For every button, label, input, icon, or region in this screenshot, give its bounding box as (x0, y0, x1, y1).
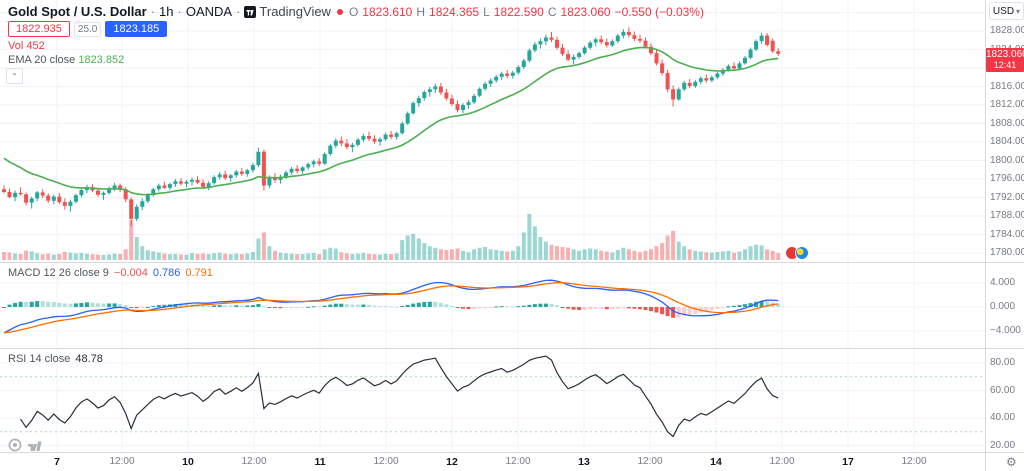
rsi-axis-label: 60.00 (990, 384, 1016, 396)
time-axis-hour-label: 12:00 (769, 456, 795, 467)
price-axis-label: 1816.000 (990, 80, 1024, 92)
interval-label[interactable]: 1h (159, 4, 174, 19)
time-axis-hour-label: 12:00 (505, 456, 531, 467)
main-chart-pane[interactable] (0, 0, 985, 262)
rsi-axis-label: 40.00 (990, 412, 1016, 423)
time-axis-hour-label: 12:00 (637, 456, 663, 467)
time-axis-day-label: 17 (842, 456, 854, 468)
time-axis-hour-label: 12:00 (901, 456, 927, 467)
tradingview-logo-icon (244, 5, 257, 18)
time-axis-hour-label: 12:00 (241, 456, 267, 467)
macd-hist-value: −0.004 (113, 267, 148, 279)
pane-separator[interactable] (0, 348, 1024, 349)
macd-signal-value: 0.791 (185, 267, 213, 279)
macd-pane[interactable] (0, 263, 985, 347)
time-axis-separator (0, 452, 1024, 453)
ohlc-values: O 1823.610 H 1824.365 L 1822.590 C 1823.060 … (349, 5, 704, 19)
time-axis-hour-label: 12:00 (109, 456, 135, 467)
open-label: O (348, 4, 359, 19)
rsi-axis-label: 80.00 (990, 357, 1016, 368)
macd-line-value: 0.786 (152, 267, 181, 279)
exchange-label: OANDA (185, 4, 233, 19)
change-value: −0.550 (−0.03%) (614, 4, 704, 19)
last-price-value: 1823.060 (986, 49, 1024, 60)
price-axis-label: 1804.000 (990, 136, 1024, 147)
rsi-value: 48.78 (75, 353, 103, 365)
macd-axis-label: −4.000 (990, 325, 1021, 336)
ema-legend[interactable]: EMA 20 close 1823.852 (8, 54, 124, 66)
chevron-down-icon: ▾ (1016, 6, 1021, 16)
low-value: 1822.590 (493, 4, 544, 19)
close-label: C (547, 4, 557, 19)
time-axis-day-label: 11 (314, 456, 326, 468)
price-axis-label: 1812.000 (990, 99, 1024, 110)
open-value: 1823.610 (362, 4, 413, 19)
sell-button[interactable]: 1822.935 (8, 21, 70, 37)
separator-dot: · (177, 4, 182, 19)
data-provider-logos (8, 438, 43, 452)
ema-value: 1823.852 (78, 54, 125, 66)
bar-countdown: 12:41 (993, 60, 1017, 70)
rsi-pane[interactable] (0, 349, 985, 451)
market-status-icon[interactable] (336, 8, 343, 15)
volume-label: Vol (8, 40, 24, 52)
spread-value: 25.0 (73, 21, 102, 37)
time-axis-day-label: 14 (710, 456, 722, 468)
low-label: L (483, 4, 490, 19)
price-axis-label: 1792.000 (990, 191, 1024, 203)
macd-axis-label: 4.000 (990, 277, 1016, 288)
price-axis-label: 1800.000 (990, 154, 1024, 166)
currency-unit-button[interactable]: USD ▾ (989, 2, 1024, 20)
time-axis-day-label: 13 (578, 456, 590, 468)
price-axis-label: 1808.000 (990, 117, 1024, 129)
macd-title[interactable]: MACD 12 26 close 9 (8, 267, 109, 279)
close-value: 1823.060 (560, 4, 611, 19)
chevron-up-icon: ⌃ (11, 71, 18, 81)
volume-legend[interactable]: Vol 452 (8, 40, 45, 52)
event-globe-icon[interactable] (795, 246, 809, 260)
bid-ask-row: 1822.935 25.0 1823.185 (8, 21, 168, 37)
separator-dot: · (150, 4, 156, 19)
buy-button[interactable]: 1823.185 (105, 21, 168, 37)
pane-separator[interactable] (0, 262, 1024, 263)
macd-axis-label: 0.000 (990, 301, 1016, 312)
price-axis-label: 1788.000 (990, 210, 1024, 221)
tradingview-brand: TradingView (244, 4, 331, 19)
settings-icon[interactable]: ⚙ (1006, 455, 1017, 469)
time-axis-day-label: 7 (54, 456, 60, 468)
symbol-title[interactable]: Gold Spot / U.S. Dollar (8, 4, 147, 19)
price-axis-label: 1796.000 (990, 173, 1024, 184)
price-axis-label: 1828.000 (990, 25, 1024, 36)
price-axis-label: 1780.000 (990, 247, 1024, 258)
ema-label: EMA 20 close (8, 54, 76, 66)
rsi-title[interactable]: RSI 14 close (8, 353, 71, 365)
oanda-logo-icon (8, 438, 22, 452)
symbol-legend: Gold Spot / U.S. Dollar · 1h · OANDA · T… (8, 4, 704, 19)
last-price-badge: 1823.060 12:41 (986, 48, 1024, 72)
volume-value: 452 (26, 40, 45, 52)
rsi-legend: RSI 14 close 48.78 (8, 353, 103, 365)
brand-label: TradingView (259, 4, 331, 19)
price-axis-label: 1784.000 (990, 228, 1024, 240)
time-axis-hour-label: 12:00 (373, 456, 399, 467)
tradingview-watermark-icon (28, 441, 42, 451)
macd-legend: MACD 12 26 close 9 −0.004 0.786 0.791 (8, 267, 213, 279)
economic-event-icons[interactable] (785, 246, 809, 260)
rsi-axis-label: 20.00 (990, 439, 1016, 451)
separator-dot: · (236, 4, 241, 19)
legend-collapse-button[interactable]: ⌃ (6, 68, 23, 84)
currency-label: USD (992, 5, 1015, 17)
time-axis[interactable]: 7 12:00 10 12:00 11 12:00 12 12:00 13 12:00 14 12:0… (0, 453, 985, 471)
time-axis-day-label: 10 (182, 456, 194, 468)
time-axis-day-label: 12 (446, 456, 458, 468)
high-label: H (416, 4, 426, 19)
price-axis[interactable]: USD ▾ 1828.0001824.0001820.0001816.00018… (985, 0, 1024, 471)
high-value: 1824.365 (429, 4, 480, 19)
